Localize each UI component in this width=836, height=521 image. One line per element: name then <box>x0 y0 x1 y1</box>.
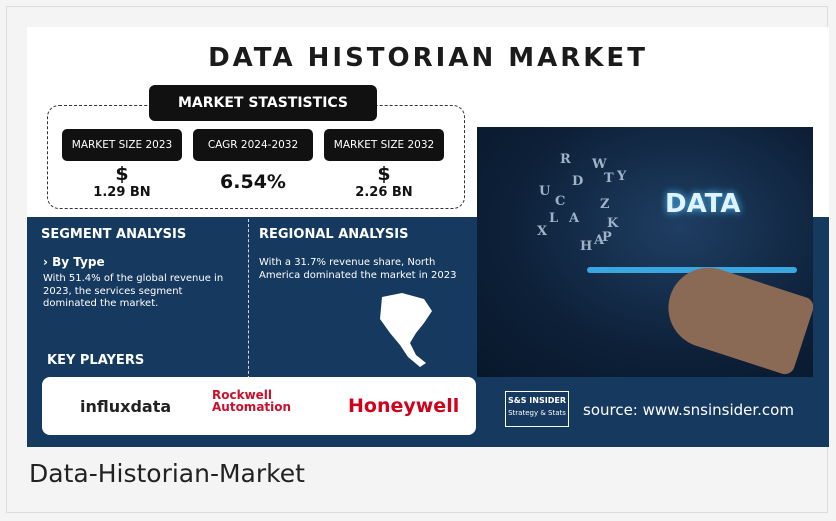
player: Rockwell Automation <box>212 389 332 413</box>
player: Honeywell <box>348 395 459 417</box>
floating-letter: A <box>569 211 579 226</box>
floating-letter: X <box>537 224 547 239</box>
regional-title: REGIONAL ANALYSIS <box>259 227 408 242</box>
regional-text: With a 31.7% revenue share, North Americ… <box>259 257 469 282</box>
floating-letter: P <box>602 230 612 245</box>
floating-letter: W <box>592 157 607 172</box>
caption: Data-Historian-Market <box>29 459 305 488</box>
infographic: DATA HISTORIAN MARKET MARKET STASTISTICS… <box>27 27 829 447</box>
floating-letter: H <box>580 239 592 254</box>
title: DATA HISTORIAN MARKET <box>27 43 829 73</box>
brand-logo: S&S INSIDER Strategy & Stats <box>505 391 569 427</box>
floating-letter: K <box>607 216 618 231</box>
stat-value: 1.29 BN <box>62 185 182 200</box>
stat-value: 6.54% <box>193 171 313 193</box>
stat-label: MARKET SIZE 2023 <box>62 129 182 161</box>
stat-value: 2.26 BN <box>324 185 444 200</box>
floating-letter: T <box>604 171 614 186</box>
brand-name: S&S INSIDER <box>506 396 568 405</box>
floating-letter: Z <box>600 197 610 212</box>
floating-letter: D <box>572 174 583 189</box>
source: source: www.snsinsider.com <box>583 401 794 419</box>
floating-letter: R <box>560 152 571 167</box>
frame: DATA HISTORIAN MARKET MARKET STASTISTICS… <box>6 6 828 513</box>
hand <box>658 257 813 376</box>
map-icon <box>372 289 452 369</box>
player: influxdata <box>80 397 171 416</box>
floating-letter: U <box>539 184 550 199</box>
divider <box>248 219 249 379</box>
stats-title: MARKET STASTISTICS <box>149 85 377 121</box>
segment-subtitle: › By Type <box>43 255 105 269</box>
players-box: influxdata Rockwell Automation Honeywell <box>42 377 476 435</box>
page: {"header":{"title":"DATA HISTORIAN MARKE… <box>0 0 836 521</box>
floating-letter: Y <box>617 169 626 184</box>
segment-text: With 51.4% of the global revenue in 2023… <box>43 273 228 311</box>
key-players-title: KEY PLAYERS <box>47 353 144 368</box>
brand-tagline: Strategy & Stats <box>506 409 568 417</box>
image-word: DATA <box>665 189 741 219</box>
stat-label: MARKET SIZE 2032 <box>324 129 444 161</box>
floating-letter: C <box>555 194 565 209</box>
stat-label: CAGR 2024-2032 <box>193 129 313 161</box>
segment-title: SEGMENT ANALYSIS <box>41 227 186 242</box>
floating-letter: L <box>549 211 558 226</box>
stat-symbol: $ <box>62 163 182 185</box>
stat-symbol: $ <box>324 163 444 185</box>
